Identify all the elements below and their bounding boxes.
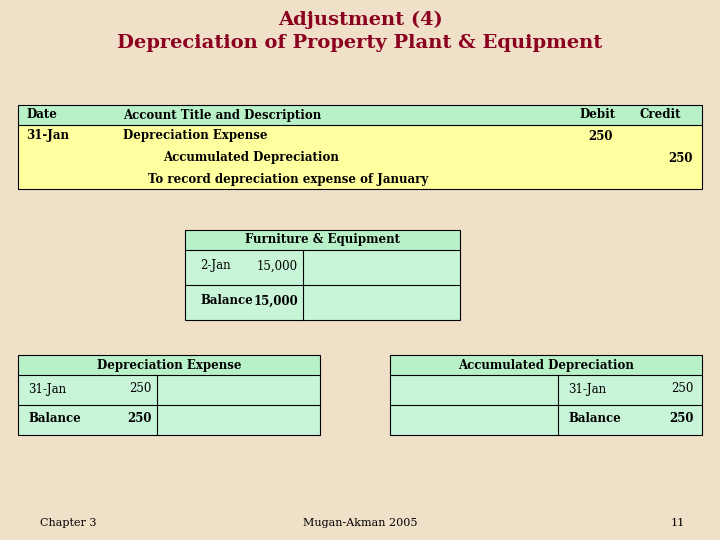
Text: Credit: Credit xyxy=(639,109,680,122)
Bar xyxy=(18,355,320,375)
Text: Furniture & Equipment: Furniture & Equipment xyxy=(245,233,400,246)
Bar xyxy=(185,230,460,250)
Text: 15,000: 15,000 xyxy=(257,260,298,273)
Text: Mugan-Akman 2005: Mugan-Akman 2005 xyxy=(302,518,418,528)
Bar xyxy=(18,355,320,435)
Bar xyxy=(185,230,460,320)
Text: Account Title and Description: Account Title and Description xyxy=(123,109,321,122)
Text: 2-Jan: 2-Jan xyxy=(200,260,230,273)
Text: Accumulated Depreciation: Accumulated Depreciation xyxy=(163,152,339,165)
Text: 250: 250 xyxy=(130,382,152,395)
Text: Chapter 3: Chapter 3 xyxy=(40,518,96,528)
Text: Balance: Balance xyxy=(569,413,621,426)
Text: 250: 250 xyxy=(668,152,693,165)
Text: Accumulated Depreciation: Accumulated Depreciation xyxy=(458,359,634,372)
Text: Debit: Debit xyxy=(580,109,616,122)
Text: Depreciation Expense: Depreciation Expense xyxy=(96,359,241,372)
Text: To record depreciation expense of January: To record depreciation expense of Januar… xyxy=(148,172,428,186)
Bar xyxy=(18,375,320,435)
Bar xyxy=(18,105,702,189)
Bar xyxy=(390,355,702,435)
Bar xyxy=(18,125,702,189)
Text: 31-Jan: 31-Jan xyxy=(26,130,69,143)
Text: 250: 250 xyxy=(672,382,694,395)
Text: 250: 250 xyxy=(588,130,613,143)
Text: 31-Jan: 31-Jan xyxy=(28,382,66,395)
Text: 250: 250 xyxy=(670,413,694,426)
Text: Depreciation Expense: Depreciation Expense xyxy=(123,130,268,143)
Text: Adjustment (4): Adjustment (4) xyxy=(278,11,442,29)
Bar xyxy=(390,375,702,435)
Text: 31-Jan: 31-Jan xyxy=(569,382,607,395)
Bar xyxy=(185,250,460,320)
Text: 250: 250 xyxy=(127,413,152,426)
Bar xyxy=(18,105,702,125)
Text: Balance: Balance xyxy=(28,413,81,426)
Text: Depreciation of Property Plant & Equipment: Depreciation of Property Plant & Equipme… xyxy=(117,34,603,52)
Text: 11: 11 xyxy=(671,518,685,528)
Text: Date: Date xyxy=(26,109,57,122)
Text: 15,000: 15,000 xyxy=(253,294,298,307)
Text: Balance: Balance xyxy=(200,294,253,307)
Bar xyxy=(390,355,702,375)
